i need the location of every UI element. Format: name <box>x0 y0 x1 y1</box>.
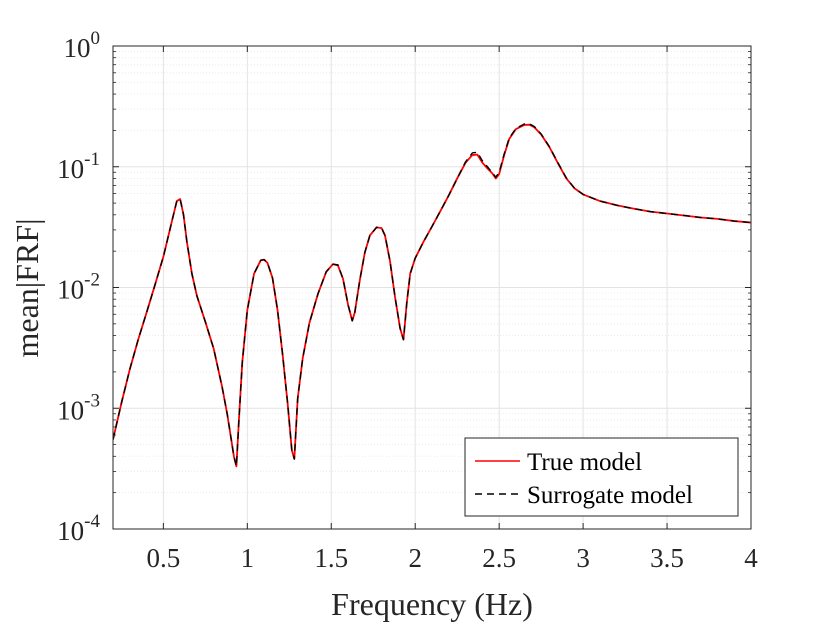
x-axis-label: Frequency (Hz) <box>331 586 533 622</box>
x-tick-label: 3.5 <box>650 543 684 573</box>
y-tick-label: 100 <box>64 28 101 63</box>
y-axis-label: mean|FRF| <box>9 218 45 357</box>
x-tick-labels: 0.5 1 1.5 2 2.5 3 3.5 4 <box>146 543 758 573</box>
legend-box <box>464 437 739 517</box>
x-tick-label: 1 <box>241 543 255 573</box>
y-tick-label: 10-2 <box>57 270 100 305</box>
series-line-surrogate-model <box>113 123 751 468</box>
legend-label-surrogate-model: Surrogate model <box>527 482 693 509</box>
x-tick-label: 4 <box>744 543 758 573</box>
x-tick-label: 2 <box>408 543 422 573</box>
y-tick-label: 10-1 <box>57 149 100 184</box>
series-group <box>113 123 751 468</box>
y-tick-label: 10-4 <box>57 511 100 546</box>
legend-label-true-model: True model <box>527 449 642 476</box>
x-tick-label: 1.5 <box>314 543 348 573</box>
y-tick-label: 10-3 <box>57 390 100 425</box>
x-tick-label: 3 <box>576 543 590 573</box>
y-tick-labels: 10-4 10-3 10-2 10-1 100 <box>57 28 100 546</box>
x-tick-label: 2.5 <box>482 543 516 573</box>
tick-marks <box>113 45 752 530</box>
x-tick-label: 0.5 <box>146 543 180 573</box>
legend: True model Surrogate model <box>464 437 739 517</box>
